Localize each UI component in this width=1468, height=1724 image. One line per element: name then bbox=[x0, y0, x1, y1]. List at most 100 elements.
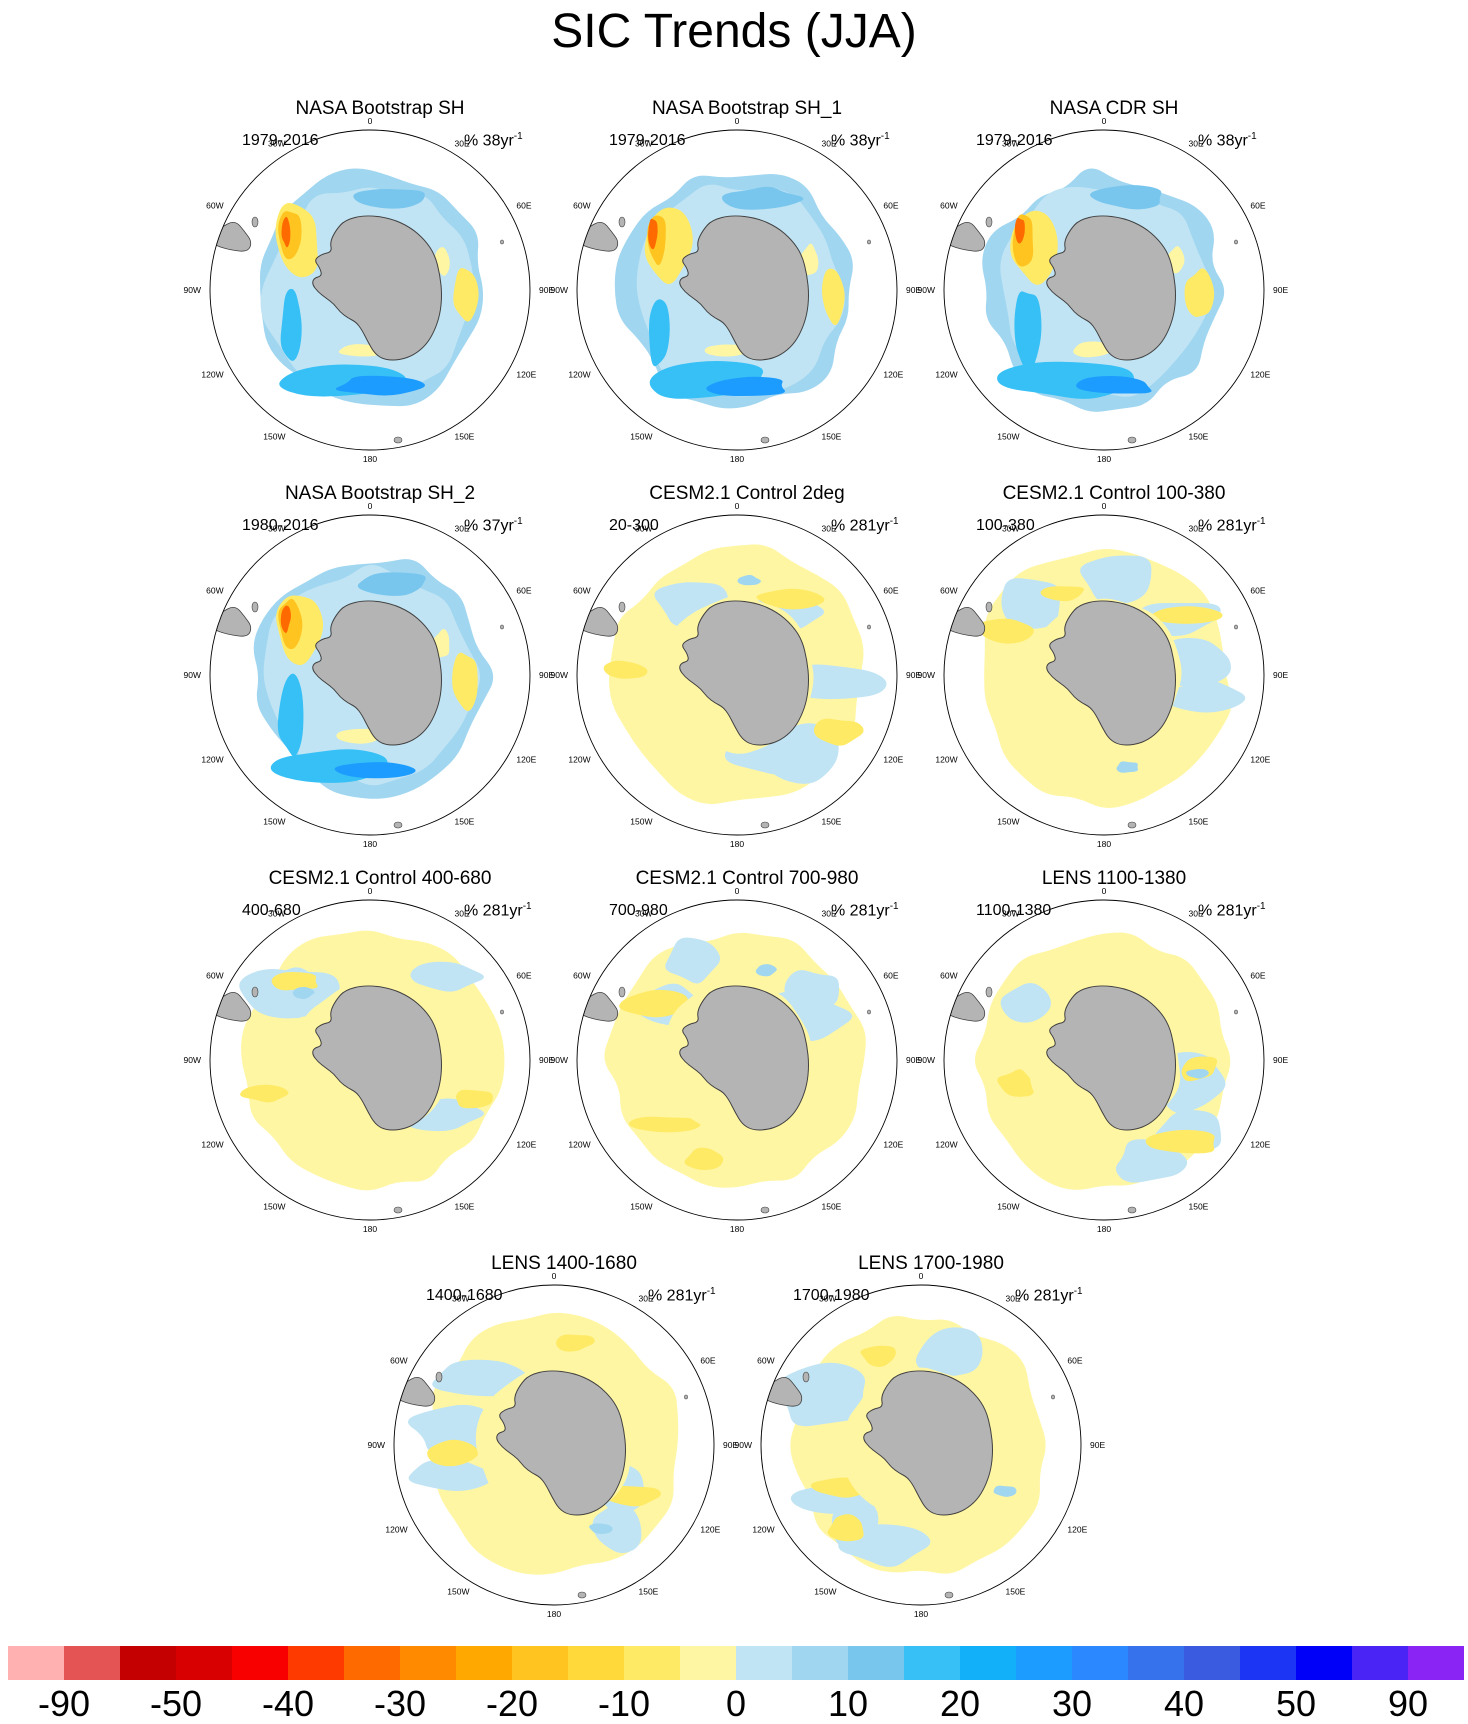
colorbar-box bbox=[736, 1646, 793, 1680]
colorbar-box bbox=[1408, 1646, 1464, 1680]
longitude-label: 120W bbox=[935, 370, 957, 380]
longitude-label: 30E bbox=[822, 139, 837, 149]
panel-title: LENS 1100-1380 bbox=[1041, 868, 1187, 889]
ice-region bbox=[1014, 291, 1042, 373]
map-panel: NASA Bootstrap SH 1979-2016 % 38yr-1 0 30E 60… bbox=[184, 98, 555, 468]
ice-region bbox=[603, 660, 648, 679]
longitude-label: 180 bbox=[363, 454, 377, 464]
longitude-label: 150E bbox=[1189, 431, 1209, 441]
longitude-label: 0 bbox=[735, 116, 740, 126]
longitude-label: 150E bbox=[639, 1586, 659, 1596]
longitude-label: 150E bbox=[822, 1201, 842, 1211]
panel-units-text: % 281yr bbox=[831, 517, 890, 535]
panel-units-exponent: -1 bbox=[1073, 1286, 1083, 1297]
polar-map: 0 30E 60E 90E 120E 150E 180 150W 120W 90W 60W 30W bbox=[184, 501, 555, 849]
longitude-label: 0 bbox=[552, 1271, 557, 1281]
longitude-label: 180 bbox=[1097, 839, 1111, 849]
island-land bbox=[802, 1371, 810, 1383]
colorbar-box bbox=[64, 1646, 121, 1680]
polar-map: 0 30E 60E 90E 120E 150E 180 150W 120W 90W 60W 30W bbox=[184, 116, 555, 464]
island-land bbox=[500, 624, 504, 630]
island-land bbox=[1234, 1009, 1238, 1015]
panel-units-text: % 281yr bbox=[1198, 902, 1257, 920]
colorbar-box bbox=[512, 1646, 569, 1680]
south-america-land bbox=[945, 607, 986, 637]
ice-region bbox=[1089, 185, 1162, 210]
ice-region bbox=[606, 1486, 661, 1507]
ice-region bbox=[755, 964, 777, 977]
longitude-label: 90E bbox=[539, 1055, 554, 1065]
south-america-land bbox=[211, 607, 252, 637]
panel-units-text: % 38yr bbox=[464, 132, 514, 150]
ice-region bbox=[860, 1345, 896, 1367]
longitude-label: 90W bbox=[551, 1055, 568, 1065]
island-land bbox=[1234, 624, 1238, 630]
panel-units-exponent: -1 bbox=[889, 516, 899, 527]
colorbar-tick-label: 40 bbox=[1163, 1683, 1205, 1724]
map-panel: CESM2.1 Control 400-680 400-680% 281yr-1 0… bbox=[184, 868, 555, 1238]
colorbar-box bbox=[1240, 1646, 1297, 1680]
longitude-label: 60E bbox=[883, 971, 898, 981]
longitude-label: 180 bbox=[363, 839, 377, 849]
colorbar-tick-label: 0 bbox=[725, 1683, 747, 1724]
longitude-label: 0 bbox=[368, 886, 373, 896]
island-land bbox=[251, 216, 259, 228]
island-land bbox=[393, 436, 403, 444]
panel-units: % 38yr-1 bbox=[464, 128, 523, 150]
ice-region bbox=[776, 1362, 866, 1427]
longitude-label: 150W bbox=[263, 816, 285, 826]
longitude-label: 0 bbox=[1102, 116, 1107, 126]
ice-region bbox=[353, 188, 425, 209]
ice-region bbox=[1000, 983, 1051, 1023]
antarctica-land bbox=[312, 600, 442, 746]
panel-units: % 38yr-1 bbox=[831, 128, 890, 150]
antarctica-land bbox=[679, 215, 809, 361]
panel-units: % 38yr-1 bbox=[1198, 128, 1257, 150]
polar-map: 0 30E 60E 90E 120E 150E 180 150W 120W 90W 60W 30W bbox=[368, 1271, 739, 1619]
longitude-label: 180 bbox=[730, 454, 744, 464]
longitude-label: 60E bbox=[1250, 586, 1265, 596]
panel-period: 1979-2016 bbox=[609, 132, 686, 149]
polar-map: 0 30E 60E 90E 120E 150E 180 150W 120W 90W 60W 30W bbox=[551, 501, 922, 849]
longitude-label: 0 bbox=[919, 1271, 924, 1281]
panel-period: 1979-2016 bbox=[242, 132, 319, 149]
island-land bbox=[618, 216, 626, 228]
colorbar-box bbox=[1296, 1646, 1353, 1680]
longitude-label: 150E bbox=[455, 816, 475, 826]
longitude-label: 30E bbox=[455, 909, 470, 919]
colorbar-box bbox=[1184, 1646, 1241, 1680]
longitude-label: 150W bbox=[263, 431, 285, 441]
panel-units-text: % 38yr bbox=[831, 132, 881, 150]
map-boundary bbox=[943, 514, 1265, 836]
panel-units: % 281yr-1 bbox=[831, 898, 899, 920]
ice-region bbox=[915, 1327, 983, 1377]
island-land bbox=[1051, 1394, 1055, 1400]
colorbar-box bbox=[8, 1646, 65, 1680]
longitude-label: 60W bbox=[206, 586, 223, 596]
ice-region bbox=[821, 268, 845, 326]
colorbar-box bbox=[1072, 1646, 1129, 1680]
colorbar-tick-label: 20 bbox=[939, 1683, 981, 1724]
panel-units: % 281yr-1 bbox=[1198, 898, 1266, 920]
longitude-label: 30E bbox=[455, 524, 470, 534]
longitude-label: 90W bbox=[368, 1440, 385, 1450]
longitude-label: 120E bbox=[516, 370, 536, 380]
ice-region bbox=[240, 1084, 289, 1103]
ice-region bbox=[619, 989, 689, 1018]
ice-region bbox=[1076, 376, 1152, 394]
panel-period: 700-980 bbox=[609, 902, 668, 919]
colorbar-box bbox=[288, 1646, 345, 1680]
longitude-label: 90E bbox=[1273, 1055, 1288, 1065]
island-land bbox=[867, 239, 871, 245]
island-land bbox=[760, 436, 770, 444]
longitude-label: 90W bbox=[184, 285, 201, 295]
longitude-label: 30W bbox=[635, 524, 652, 534]
colorbar-tick-label: -20 bbox=[485, 1683, 539, 1724]
longitude-label: 90W bbox=[735, 1440, 752, 1450]
polar-map: 0 30E 60E 90E 120E 150E 180 150W 120W 90W 60W 30W bbox=[551, 116, 922, 464]
map-boundary bbox=[393, 1284, 715, 1606]
island-land bbox=[1127, 1206, 1137, 1214]
longitude-label: 120E bbox=[1250, 1140, 1270, 1150]
island-land bbox=[500, 239, 504, 245]
longitude-label: 90E bbox=[906, 1055, 921, 1065]
